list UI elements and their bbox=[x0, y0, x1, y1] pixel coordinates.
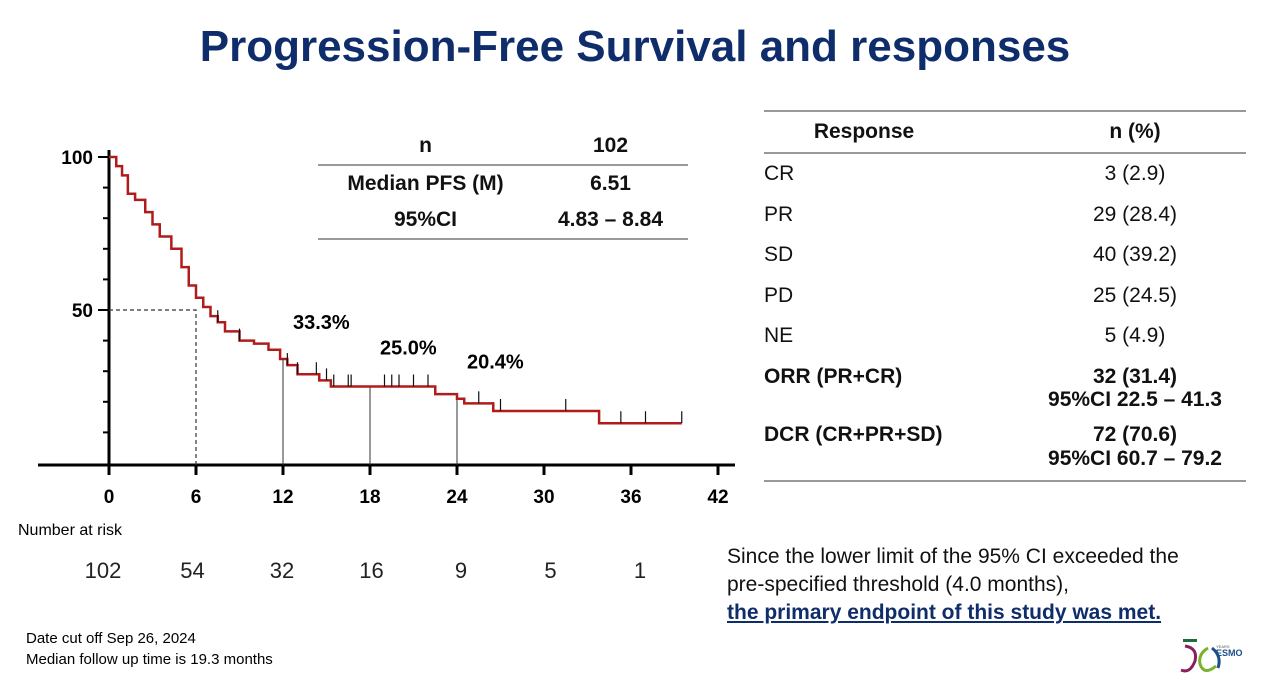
landmark-label: 25.0% bbox=[380, 338, 437, 360]
response-count: 29 (28.4) bbox=[1092, 202, 1178, 226]
response-category: PR bbox=[764, 202, 794, 226]
logo-text: ESMO bbox=[1216, 648, 1243, 658]
landmark-label: 20.4% bbox=[467, 352, 524, 374]
response-count: 3 (2.9) bbox=[1104, 162, 1166, 186]
x-tick-label: 18 bbox=[359, 487, 380, 508]
header-n: n (%) bbox=[1109, 120, 1161, 143]
response-row: SD 40 (39.2) bbox=[764, 235, 1246, 276]
at-risk-value: 32 bbox=[269, 558, 295, 583]
footnote-line: Date cut off Sep 26, 2024 bbox=[26, 630, 196, 647]
x-tick-label: 30 bbox=[533, 487, 554, 508]
orr-ci: 95%CI 22.5 – 41.3 bbox=[1048, 388, 1222, 411]
dcr-label: DCR (CR+PR+SD) bbox=[764, 423, 943, 447]
pfs-curve bbox=[109, 155, 682, 425]
logo-years: YEARS bbox=[1216, 644, 1230, 649]
response-count: 25 (24.5) bbox=[1092, 283, 1178, 307]
response-category: SD bbox=[764, 243, 794, 267]
median-guide bbox=[109, 309, 197, 465]
cell: n bbox=[419, 134, 432, 157]
pfs-summary-table: n 102 Median PFS (M) 6.51 95%CI 4.83 – 8.84 bbox=[318, 128, 688, 240]
at-risk-value: 1 bbox=[633, 558, 647, 583]
response-row: NE 5 (4.9) bbox=[764, 316, 1246, 357]
response-table: Response n (%) CR 3 (2.9) PR 29 (28.4) SD 40 (… bbox=[764, 110, 1246, 482]
esmo-logo: YEARS ESMO bbox=[1180, 639, 1243, 673]
dcr-ci: 95%CI 60.7 – 79.2 bbox=[1048, 446, 1222, 470]
cell: 102 bbox=[592, 134, 629, 157]
cell: 95%CI bbox=[393, 208, 458, 231]
x-tick-label: 24 bbox=[446, 487, 468, 508]
x-tick-label: 12 bbox=[272, 487, 293, 508]
km-chart: 100 50 0 6 12 18 24 30 36 42 33.3% 25.0% 20.4% bbox=[38, 148, 735, 508]
at-risk-value: 16 bbox=[359, 558, 384, 583]
header-response: Response bbox=[813, 120, 915, 143]
cell: 6.51 bbox=[590, 172, 631, 195]
response-count: 40 (39.2) bbox=[1092, 243, 1178, 267]
footnote: Date cut off Sep 26, 2024 Median follow … bbox=[26, 628, 273, 670]
x-tick-label: 0 bbox=[104, 487, 115, 508]
conclusion-line: Since the lower limit of the 95% CI exce… bbox=[727, 545, 1179, 568]
y-tick-label: 100 bbox=[61, 148, 93, 169]
conclusion: Since the lower limit of the 95% CI exce… bbox=[727, 543, 1179, 627]
cell: 4.83 – 8.84 bbox=[557, 208, 664, 231]
footnote-line: Median follow up time is 19.3 months bbox=[26, 651, 273, 668]
response-row: CR 3 (2.9) bbox=[764, 154, 1246, 195]
response-category: CR bbox=[764, 162, 795, 186]
landmark-label: 33.3% bbox=[293, 312, 350, 334]
slide-title: Progression-Free Survival and responses bbox=[199, 22, 1071, 71]
response-category: NE bbox=[764, 324, 794, 348]
at-risk-value: 102 bbox=[84, 558, 122, 583]
dcr-value: 72 (70.6) bbox=[1092, 423, 1178, 447]
response-row: PR 29 (28.4) bbox=[764, 195, 1246, 236]
y-tick-label: 50 bbox=[72, 301, 93, 322]
number-at-risk-label: Number at risk bbox=[18, 522, 123, 539]
at-risk-value: 5 bbox=[544, 558, 557, 583]
response-category: PD bbox=[764, 283, 794, 307]
at-risk-value: 9 bbox=[454, 558, 468, 583]
cell: Median PFS (M) bbox=[347, 172, 504, 195]
conclusion-line: pre-specified threshold (4.0 months), bbox=[727, 573, 1069, 596]
response-count: 5 (4.9) bbox=[1104, 324, 1166, 348]
at-risk-value: 54 bbox=[180, 558, 205, 583]
response-row: PD 25 (24.5) bbox=[764, 276, 1246, 317]
x-tick-label: 42 bbox=[707, 487, 728, 508]
x-tick-label: 6 bbox=[191, 487, 202, 508]
x-tick-label: 36 bbox=[620, 487, 641, 508]
conclusion-emphasis: the primary endpoint of this study was m… bbox=[727, 601, 1162, 624]
orr-value: 32 (31.4) bbox=[1092, 364, 1178, 388]
orr-label: ORR (PR+CR) bbox=[764, 364, 903, 388]
